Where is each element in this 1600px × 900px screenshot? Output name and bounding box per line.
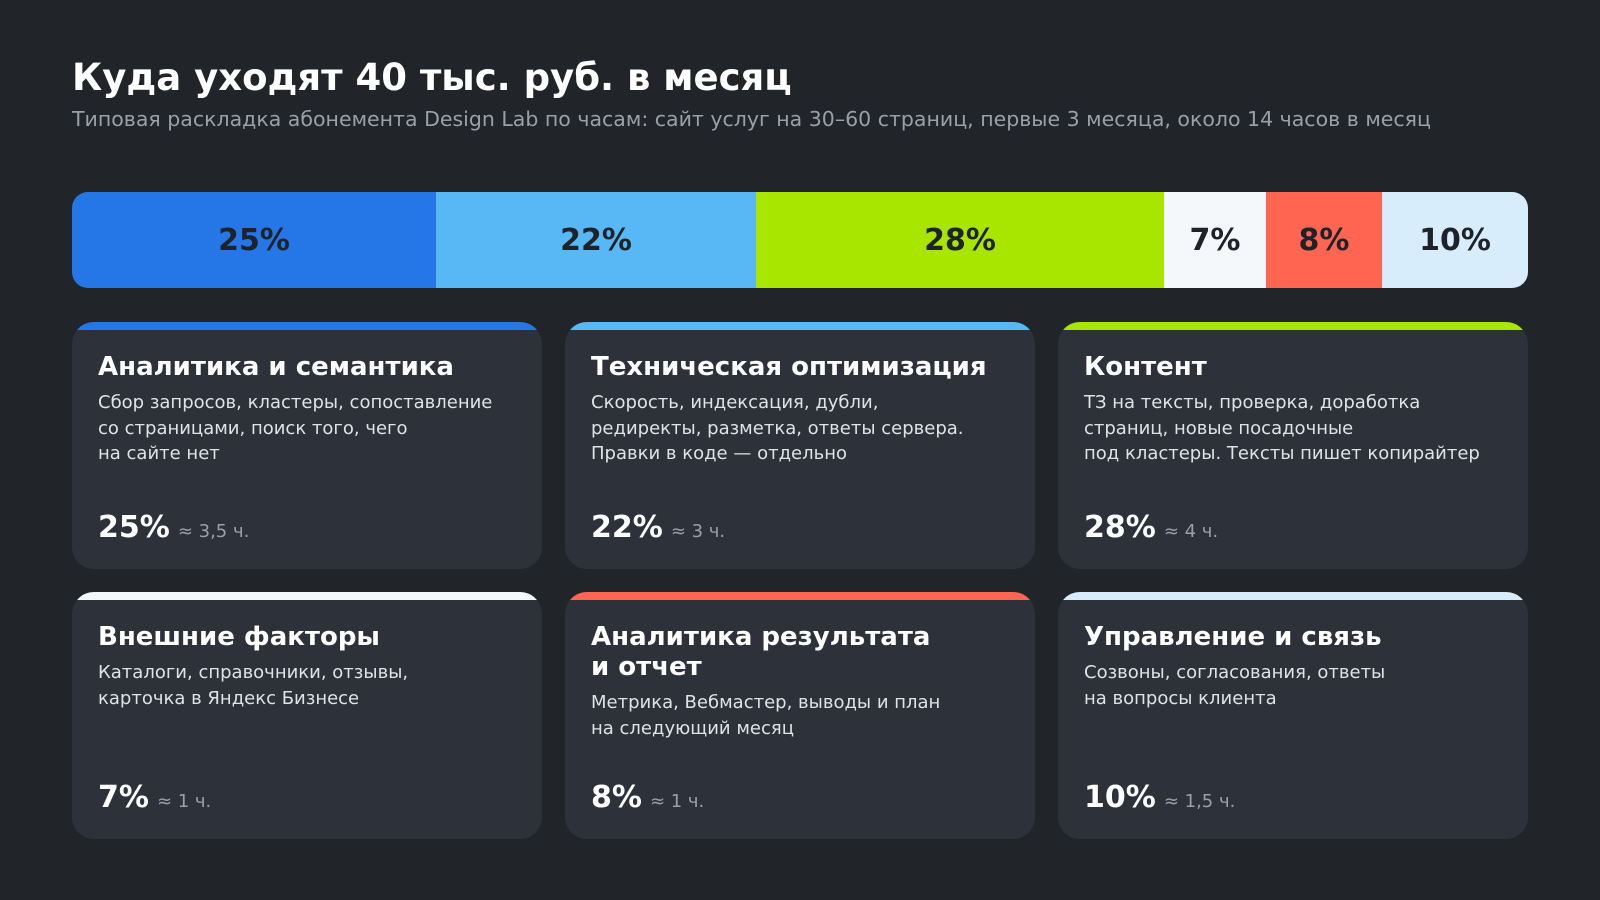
card-percent: 28% — [1084, 510, 1156, 545]
card-accent-stripe — [1058, 322, 1528, 330]
card-accent-stripe — [565, 322, 1035, 330]
category-card: Управление и связь Созвоны, согласования,… — [1058, 592, 1528, 839]
bar-segment: 10% — [1382, 192, 1528, 288]
bar-segment-label: 22% — [560, 222, 632, 258]
bar-segment-label: 10% — [1419, 222, 1491, 258]
card-accent-stripe — [72, 322, 542, 330]
category-card: Контент ТЗ на тексты, проверка, доработка… — [1058, 322, 1528, 569]
bar-segment: 7% — [1164, 192, 1266, 288]
card-hours: ≈ 1 ч. — [156, 791, 212, 812]
card-description: ТЗ на тексты, проверка, доработка страни… — [1084, 392, 1480, 464]
bar-segment-label: 7% — [1189, 222, 1241, 258]
bar-segment: 28% — [756, 192, 1164, 288]
category-card: Аналитика результата и отчет Метрика, Веб… — [565, 592, 1035, 839]
bar-segment-label: 28% — [924, 222, 996, 258]
card-accent-stripe — [565, 592, 1035, 600]
card-percent: 25% — [98, 510, 170, 545]
card-footer: 22% ≈ 3 ч. — [591, 510, 725, 545]
card-body: Управление и связь Созвоны, согласования,… — [1058, 600, 1528, 839]
bar-segment-label: 8% — [1298, 222, 1350, 258]
card-footer: 8% ≈ 1 ч. — [591, 780, 704, 815]
card-title: Внешние факторы — [98, 622, 380, 652]
category-card: Техническая оптимизация Скорость, индекса… — [565, 322, 1035, 569]
card-footer: 10% ≈ 1,5 ч. — [1084, 780, 1235, 815]
card-description: Сбор запросов, кластеры, сопоставление с… — [98, 392, 493, 464]
card-footer: 28% ≈ 4 ч. — [1084, 510, 1218, 545]
card-footer: 7% ≈ 1 ч. — [98, 780, 211, 815]
card-title: Аналитика и семантика — [98, 352, 454, 382]
stacked-bar-chart: 25% 22% 28% 7% 8% 10% — [72, 192, 1528, 288]
card-accent-stripe — [1058, 592, 1528, 600]
card-title: Управление и связь — [1084, 622, 1382, 652]
card-description: Метрика, Вебмастер, выводы и план на сле… — [591, 692, 941, 739]
card-body: Контент ТЗ на тексты, проверка, доработка… — [1058, 330, 1528, 569]
card-percent: 10% — [1084, 780, 1156, 815]
bar-segment: 25% — [72, 192, 436, 288]
card-percent: 7% — [98, 780, 149, 815]
card-title: Аналитика результата и отчет — [591, 622, 931, 682]
category-card: Внешние факторы Каталоги, справочники, от… — [72, 592, 542, 839]
category-card: Аналитика и семантика Сбор запросов, клас… — [72, 322, 542, 569]
card-description: Каталоги, справочники, отзывы, карточка … — [98, 662, 409, 709]
card-body: Техническая оптимизация Скорость, индекса… — [565, 330, 1035, 569]
card-body: Аналитика и семантика Сбор запросов, клас… — [72, 330, 542, 569]
card-hours: ≈ 3 ч. — [670, 521, 726, 542]
card-percent: 22% — [591, 510, 663, 545]
card-hours: ≈ 4 ч. — [1163, 521, 1219, 542]
bar-segment: 8% — [1266, 192, 1382, 288]
page-subtitle: Типовая раскладка абонемента Design Lab … — [72, 107, 1431, 131]
card-description: Скорость, индексация, дубли, редиректы, … — [591, 392, 964, 464]
card-percent: 8% — [591, 780, 642, 815]
bar-segment: 22% — [436, 192, 756, 288]
card-hours: ≈ 1,5 ч. — [1163, 791, 1236, 812]
card-description: Созвоны, согласования, ответы на вопросы… — [1084, 662, 1386, 709]
card-body: Аналитика результата и отчет Метрика, Веб… — [565, 600, 1035, 839]
card-accent-stripe — [72, 592, 542, 600]
card-title: Контент — [1084, 352, 1207, 382]
page-title: Куда уходят 40 тыс. руб. в месяц — [72, 56, 792, 99]
card-title: Техническая оптимизация — [591, 352, 987, 382]
bar-segment-label: 25% — [218, 222, 290, 258]
card-hours: ≈ 1 ч. — [649, 791, 705, 812]
card-hours: ≈ 3,5 ч. — [177, 521, 250, 542]
card-footer: 25% ≈ 3,5 ч. — [98, 510, 249, 545]
card-body: Внешние факторы Каталоги, справочники, от… — [72, 600, 542, 839]
